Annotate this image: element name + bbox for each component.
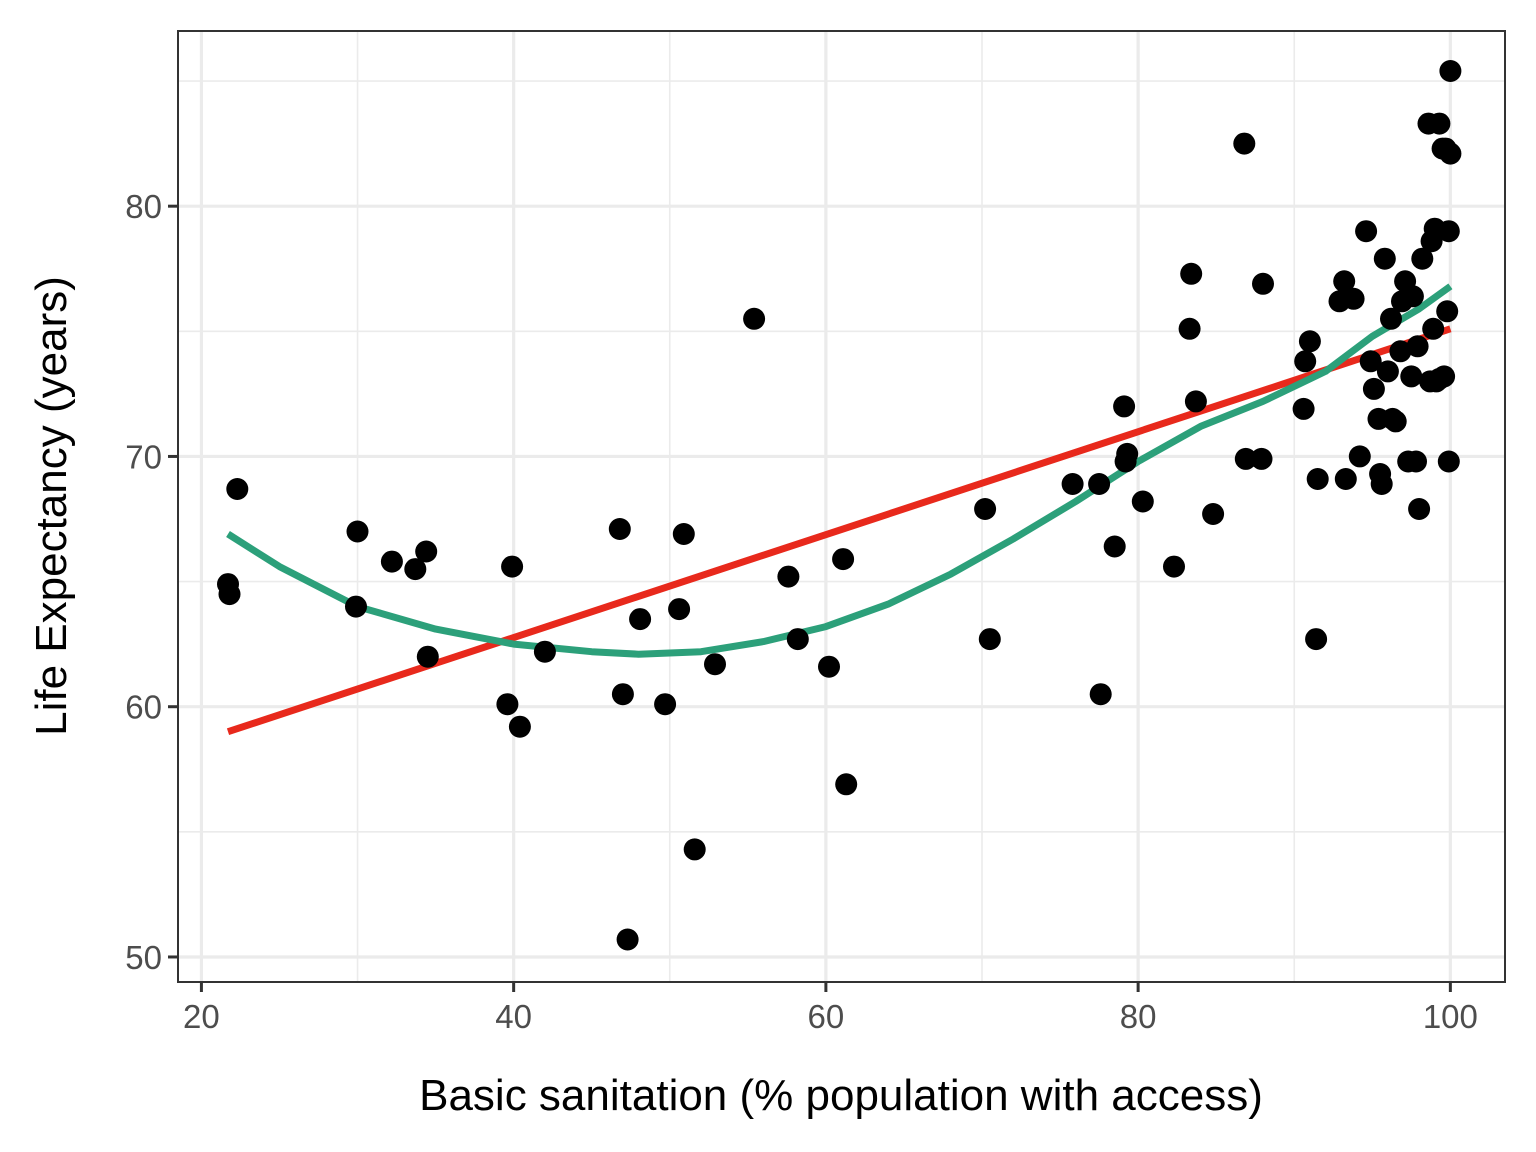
- data-point: [1292, 397, 1315, 420]
- data-point: [346, 520, 369, 543]
- data-point: [1355, 220, 1378, 243]
- data-point: [1428, 112, 1451, 135]
- data-point: [1405, 450, 1427, 473]
- data-point: [508, 715, 531, 738]
- data-point: [743, 307, 766, 330]
- data-point: [1298, 330, 1321, 353]
- data-point: [608, 518, 631, 540]
- data-point: [1342, 287, 1365, 310]
- data-point: [533, 640, 556, 663]
- data-point: [1088, 473, 1111, 495]
- data-point: [777, 565, 800, 588]
- data-point: [668, 598, 691, 621]
- data-point: [616, 928, 639, 951]
- data-point: [1305, 628, 1328, 651]
- data-point: [1359, 350, 1382, 373]
- data-point: [1252, 272, 1274, 295]
- data-point: [1178, 317, 1201, 340]
- data-point: [1103, 535, 1126, 558]
- data-point: [1180, 262, 1203, 285]
- y-tick-label: 70: [125, 438, 162, 475]
- data-point: [1116, 442, 1139, 465]
- major-gridlines: [178, 31, 1505, 982]
- data-point: [786, 628, 809, 651]
- data-point: [1202, 503, 1225, 525]
- x-axis-title: Basic sanitation (% population with acce…: [419, 1071, 1263, 1120]
- data-point: [1250, 447, 1273, 470]
- data-point: [415, 540, 438, 563]
- data-point: [1380, 307, 1402, 330]
- loess-fit-line: [226, 283, 1453, 658]
- data-point: [704, 653, 726, 676]
- data-point: [1348, 445, 1371, 468]
- data-point: [1184, 390, 1207, 413]
- data-point: [832, 548, 855, 571]
- data-point: [1113, 395, 1136, 418]
- data-points: [217, 60, 1462, 951]
- data-point: [672, 523, 695, 545]
- data-point: [1384, 410, 1407, 433]
- data-point: [1163, 555, 1185, 578]
- data-point: [1061, 473, 1084, 495]
- data-point: [1389, 340, 1412, 363]
- data-point: [1419, 370, 1442, 393]
- x-tick-label: 80: [1120, 998, 1157, 1035]
- data-point: [818, 655, 840, 678]
- data-point: [611, 683, 634, 706]
- data-point: [1294, 350, 1317, 373]
- data-point: [1408, 498, 1431, 520]
- y-tick-label: 50: [125, 939, 162, 976]
- data-point: [404, 558, 427, 581]
- x-tick-label: 100: [1423, 998, 1478, 1035]
- data-point: [1400, 365, 1423, 388]
- data-point: [978, 628, 1001, 651]
- data-point: [974, 498, 997, 520]
- data-point: [1131, 490, 1154, 513]
- data-point: [1401, 285, 1424, 308]
- data-point: [654, 693, 677, 716]
- data-point: [629, 608, 652, 631]
- data-point: [226, 478, 249, 500]
- y-axis-ticks: 50 60 70 80: [125, 188, 178, 976]
- data-point: [835, 773, 858, 796]
- x-axis-ticks: 20 40 60 80 100: [183, 982, 1478, 1035]
- data-point: [1406, 335, 1429, 358]
- x-tick-label: 60: [808, 998, 845, 1035]
- data-point: [1333, 270, 1356, 293]
- data-point: [1437, 450, 1460, 473]
- y-tick-label: 60: [125, 689, 162, 726]
- data-point: [1437, 220, 1460, 243]
- x-tick-label: 40: [495, 998, 532, 1035]
- data-point: [1234, 447, 1257, 470]
- x-tick-label: 20: [183, 998, 220, 1035]
- data-point: [345, 595, 367, 618]
- data-point: [1089, 683, 1112, 706]
- data-point: [1436, 300, 1459, 323]
- data-point: [1439, 60, 1462, 82]
- data-point: [1306, 468, 1329, 490]
- data-point: [683, 838, 706, 861]
- data-point: [1376, 360, 1399, 383]
- data-point: [1373, 247, 1396, 270]
- data-point: [416, 645, 439, 668]
- data-point: [1233, 132, 1256, 155]
- data-point: [501, 555, 524, 578]
- data-point: [1422, 317, 1445, 340]
- data-point: [1370, 473, 1393, 495]
- data-point: [496, 693, 519, 716]
- panel-border: [177, 30, 1506, 983]
- data-point: [1439, 142, 1462, 165]
- data-point: [1362, 377, 1385, 400]
- data-point: [380, 550, 403, 573]
- y-axis-title: Life Expectancy (years): [27, 276, 76, 736]
- data-point: [1334, 468, 1357, 490]
- y-tick-label: 80: [125, 188, 162, 225]
- data-point: [218, 583, 241, 606]
- data-point: [1411, 247, 1434, 270]
